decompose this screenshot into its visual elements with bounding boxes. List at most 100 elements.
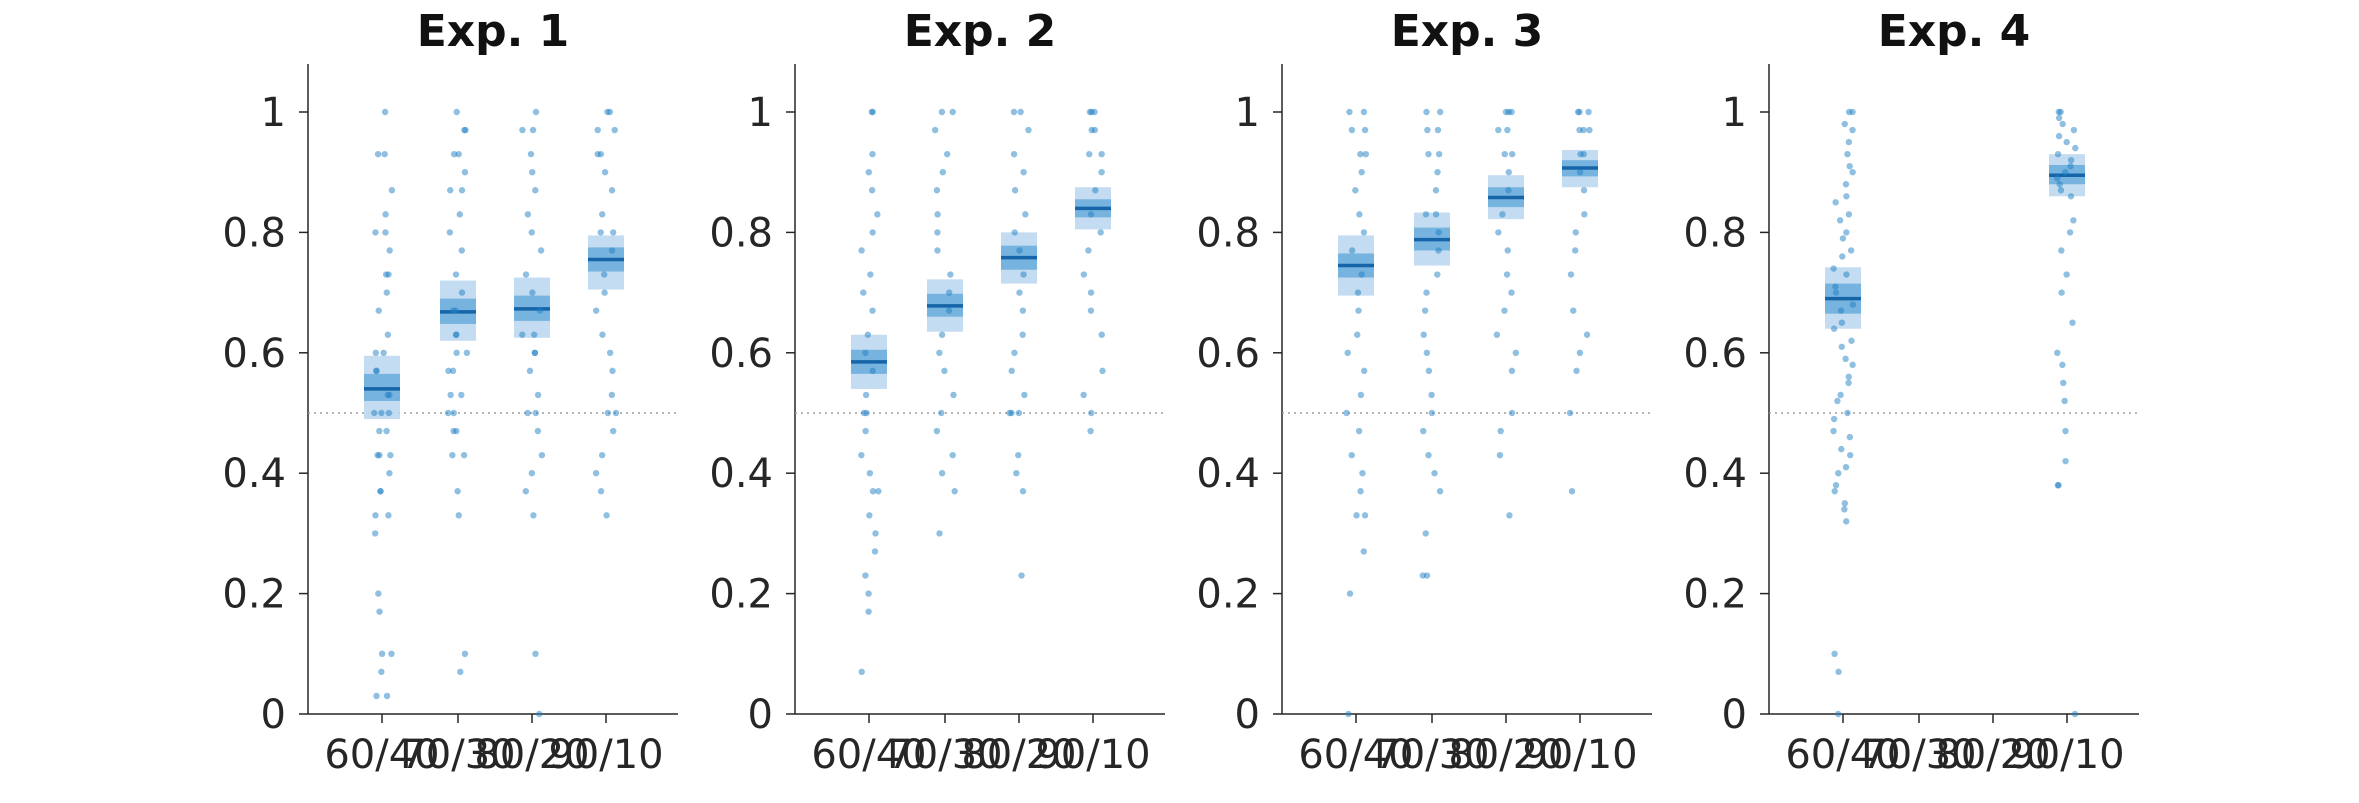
- data-point: [1424, 126, 1431, 134]
- data-point: [373, 692, 380, 700]
- data-point: [868, 187, 876, 194]
- data-point: [1086, 150, 1093, 158]
- y-tick-label: 0: [748, 692, 773, 738]
- data-point: [1020, 271, 1027, 278]
- data-point: [1360, 229, 1368, 236]
- data-point: [2057, 108, 2064, 116]
- data-point: [2057, 187, 2065, 194]
- data-point: [946, 289, 953, 296]
- data-point: [532, 409, 539, 417]
- data-point: [1831, 650, 1838, 657]
- data-point: [938, 470, 946, 477]
- data-point: [388, 187, 396, 194]
- data-point: [1495, 126, 1502, 134]
- data-point: [1504, 126, 1511, 134]
- data-point: [1017, 108, 1024, 116]
- data-point: [1831, 488, 1838, 495]
- data-point: [376, 608, 383, 615]
- x-tick-label: 90/10: [1035, 732, 1150, 778]
- data-point: [865, 608, 872, 615]
- x-tick-label: 80/20: [1448, 732, 1563, 778]
- data-point: [2062, 457, 2069, 465]
- x-tick-label: 80/20: [961, 732, 1076, 778]
- data-point: [872, 530, 879, 537]
- data-point: [1843, 229, 1850, 236]
- data-point: [376, 427, 383, 435]
- data-point: [1434, 271, 1441, 278]
- data-point: [381, 108, 389, 116]
- data-point: [458, 391, 465, 399]
- data-point: [2059, 361, 2066, 369]
- data-point: [1839, 235, 1847, 242]
- data-point: [1428, 409, 1436, 417]
- data-point: [527, 150, 535, 158]
- data-point: [1436, 488, 1444, 495]
- data-point: [529, 289, 536, 296]
- data-point: [1832, 283, 1839, 290]
- data-point: [372, 512, 379, 519]
- data-point: [453, 108, 460, 116]
- data-point: [1345, 710, 1352, 718]
- data-point: [534, 391, 542, 399]
- y-tick-label: 0.2: [1683, 572, 1747, 618]
- y-tick-label: 0.4: [222, 451, 286, 497]
- data-point: [938, 108, 946, 116]
- y-tick-label: 0.2: [222, 572, 286, 618]
- x-tick-label: 70/30: [887, 732, 1002, 778]
- data-point: [938, 409, 945, 417]
- x-tick-label: 60/40: [324, 732, 439, 778]
- x-tick-label: 80/20: [474, 732, 589, 778]
- x-tick-label: 90/10: [548, 732, 663, 778]
- data-point: [388, 650, 395, 657]
- data-point: [1010, 150, 1018, 158]
- data-point: [1357, 391, 1365, 399]
- data-point: [1843, 518, 1850, 525]
- data-point: [592, 307, 600, 314]
- data-point: [1348, 451, 1355, 459]
- data-point: [949, 451, 956, 459]
- data-point: [1830, 325, 1838, 332]
- data-point: [866, 470, 874, 477]
- data-point: [1848, 337, 1855, 344]
- data-point: [524, 409, 531, 417]
- data-point: [461, 169, 469, 176]
- data-point: [1832, 199, 1839, 206]
- data-point: [934, 211, 941, 218]
- data-point: [606, 108, 614, 116]
- data-point: [453, 427, 460, 435]
- data-point: [1358, 169, 1365, 176]
- data-point: [384, 331, 392, 338]
- data-point: [1015, 409, 1023, 417]
- data-point: [1843, 271, 1850, 278]
- data-point: [1566, 409, 1574, 417]
- data-point: [938, 331, 946, 338]
- data-point: [1841, 500, 1849, 507]
- data-point: [1088, 409, 1095, 417]
- data-point: [1356, 211, 1363, 218]
- data-point: [2058, 247, 2065, 254]
- data-point: [447, 391, 454, 399]
- data-point: [1839, 253, 1846, 260]
- data-point: [1016, 289, 1023, 296]
- data-point: [1019, 331, 1026, 338]
- data-point: [526, 367, 534, 375]
- data-point: [453, 349, 460, 356]
- data-point: [931, 126, 939, 134]
- y-tick-label: 0.4: [1683, 451, 1747, 497]
- x-tick-label: 80/20: [1935, 732, 2050, 778]
- data-point: [1493, 331, 1501, 338]
- data-point: [601, 289, 608, 296]
- data-point: [865, 169, 872, 176]
- data-point: [1362, 150, 1370, 158]
- data-point: [532, 108, 540, 116]
- data-point: [2054, 175, 2061, 182]
- data-point: [1832, 289, 1840, 296]
- data-point: [532, 187, 539, 194]
- data-point: [1580, 187, 1588, 194]
- data-point: [1091, 126, 1099, 134]
- data-point: [1087, 211, 1095, 218]
- data-point: [385, 512, 392, 519]
- data-point: [1080, 271, 1088, 278]
- data-point: [934, 247, 941, 254]
